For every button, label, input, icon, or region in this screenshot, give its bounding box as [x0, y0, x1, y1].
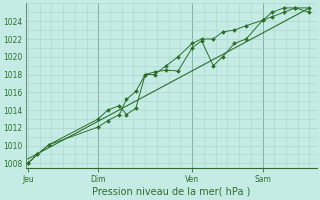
X-axis label: Pression niveau de la mer( hPa ): Pression niveau de la mer( hPa ) [92, 187, 250, 197]
